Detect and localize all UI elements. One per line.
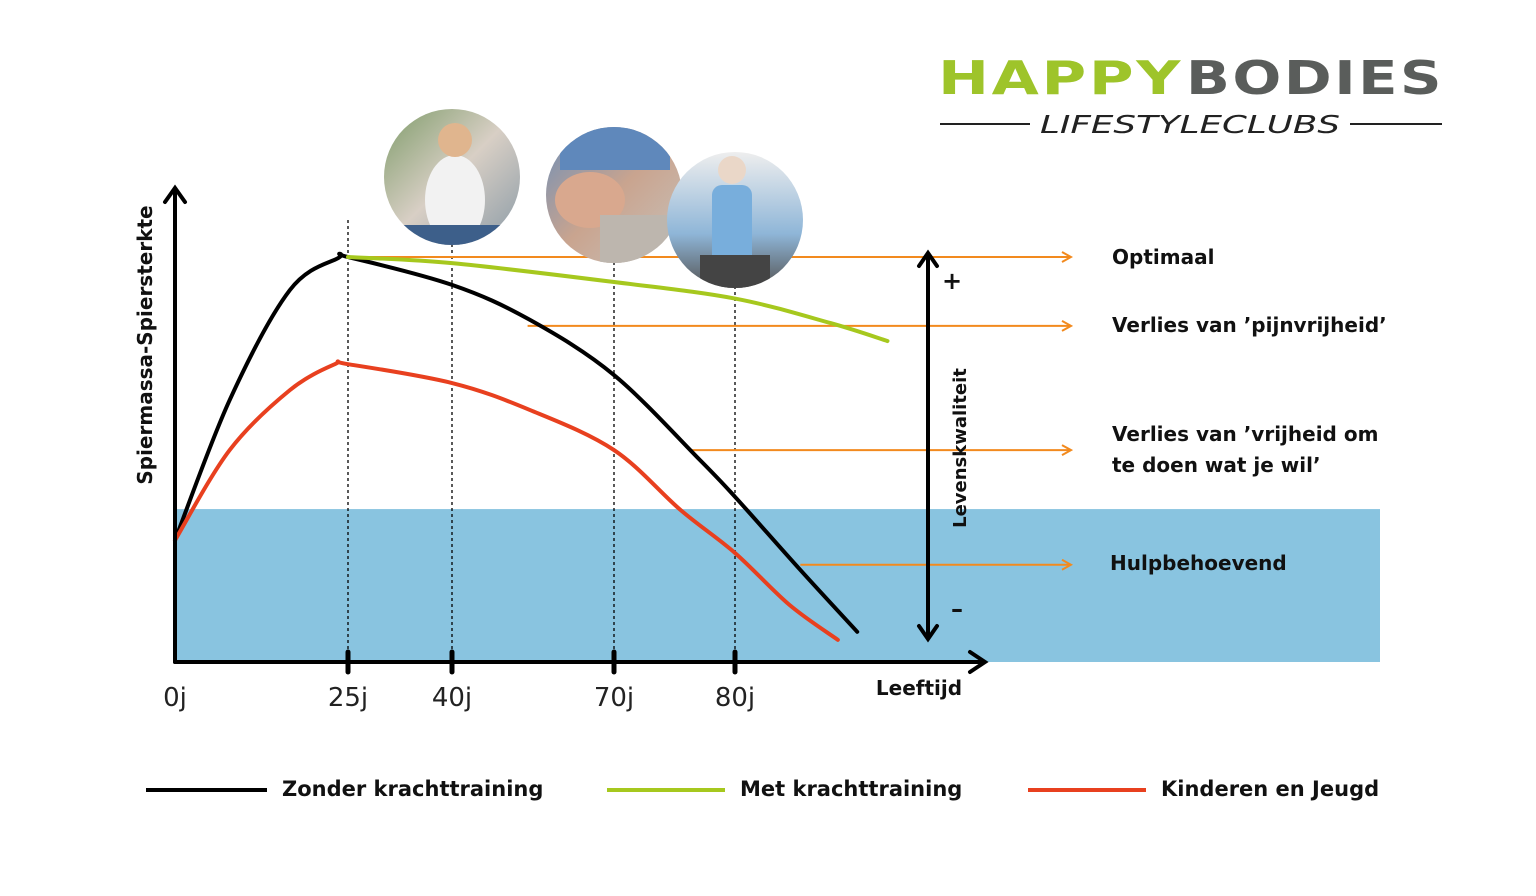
quality-minus: – (951, 595, 963, 623)
level-label-pain-free: Verlies van ’pijnvrijheid’ (1112, 313, 1387, 337)
axes (163, 184, 989, 674)
x-tick-label: 0j (163, 683, 187, 713)
photo-knee-pain (546, 127, 682, 263)
quality-plus: + (942, 267, 962, 295)
series-line-met-krachttraining (346, 255, 890, 344)
photo-back-pain (384, 109, 520, 245)
legend-label-without-training: Zonder krachttraining (282, 777, 543, 801)
x-tick-label: 80j (715, 683, 755, 713)
logo-happy: HAPPY (938, 51, 1183, 105)
x-tick-label: 40j (432, 683, 472, 713)
legend-label-youth: Kinderen en Jeugd (1161, 777, 1379, 801)
x-axis-label: Leeftijd (876, 676, 962, 700)
logo-bodies: BODIES (1186, 51, 1444, 105)
legend: Zonder krachttraining Met krachttraining… (146, 777, 1379, 801)
series-line-kinderen-en-jeugd (173, 359, 840, 642)
legend-label-with-training: Met krachttraining (740, 777, 962, 801)
level-label-freedom-line2: te doen wat je wil’ (1112, 453, 1321, 477)
photo-elderly-walker (667, 152, 803, 288)
y-axis-label: Spiermassa-Spiersterkte (133, 205, 157, 484)
quality-axis (917, 249, 939, 643)
series-line-zonder-krachttraining (173, 251, 860, 634)
x-tick-label: 70j (594, 683, 634, 713)
y-axis-arrow-icon (163, 184, 187, 204)
arrow-up-icon (917, 249, 939, 268)
arrow-down-icon (917, 624, 939, 643)
level-label-freedom-line1: Verlies van ’vrijheid om (1112, 422, 1378, 446)
level-label-dependent: Hulpbehoevend (1110, 551, 1287, 575)
dependent-zone (175, 509, 1380, 662)
x-tick-label: 25j (328, 683, 368, 713)
quality-axis-label: Levenskwaliteit (950, 368, 971, 528)
x-axis-arrow-icon (968, 650, 989, 674)
logo-tagline: LIFESTYLECLUBS (1040, 110, 1340, 139)
level-label-optimal: Optimaal (1112, 245, 1214, 269)
